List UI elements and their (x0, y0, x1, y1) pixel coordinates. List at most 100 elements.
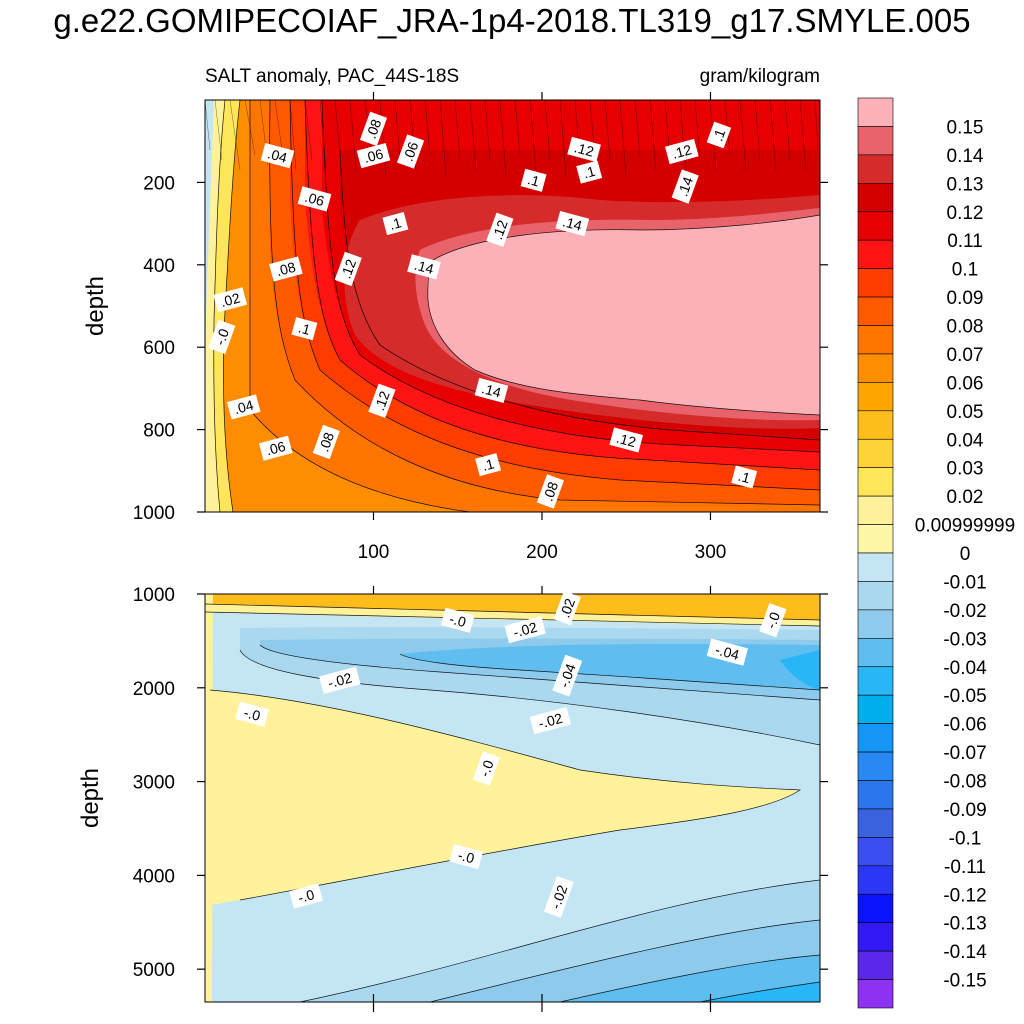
colorbar-level-label: -0.14 (943, 942, 987, 963)
bottom-contour-label-text: -.0 (476, 758, 497, 779)
top-contour-label: .08 (312, 424, 340, 460)
top-contour-label-text: .04 (232, 397, 255, 418)
top-contour-label-box (731, 465, 758, 489)
colorbar-swatch (857, 979, 894, 1009)
top-contour-label: .1 (706, 121, 732, 149)
bottom-frame (204, 593, 821, 1003)
top-contour-label-box (407, 254, 441, 280)
top-contour-label: .12 (486, 212, 514, 247)
top-contour-label: .08 (536, 474, 564, 509)
colorbar-level-label: 0 (960, 544, 971, 565)
top-contour-label-box (334, 251, 362, 287)
top-contour-label: .04 (226, 394, 261, 420)
colorbar-level-label: 0.07 (947, 345, 984, 366)
top-contour-label: .1 (520, 168, 547, 192)
colorbar-level-label: 0.1 (952, 260, 978, 281)
top-contour-label: .14 (407, 254, 441, 280)
bottom-contour-label-text: -.04 (556, 661, 579, 689)
top-contour-label-box (213, 287, 248, 313)
bottom-contour-fill (205, 594, 820, 1002)
top-contour-label: .04 (260, 143, 295, 169)
bottom-y-tick-label: 3000 (133, 773, 175, 794)
top-contour-label: .12 (368, 383, 396, 418)
bottom-contour-label-text: -.0 (456, 847, 476, 867)
top-contour-label-box (208, 319, 236, 355)
bottom-contour-label-text: .02 (556, 596, 578, 620)
colorbar-swatch (857, 666, 894, 696)
colorbar-swatch (857, 609, 894, 639)
colorbar-level-label: 0.12 (947, 203, 984, 224)
fill-neg-zero-tongue (210, 690, 800, 905)
bottom-contour-label-text: -.02 (547, 883, 570, 911)
top-contour-label-box (258, 435, 293, 461)
bottom-y-tick-label: 2000 (133, 679, 175, 700)
top-contour-label: .06 (356, 143, 391, 169)
colorbar-swatch (857, 353, 894, 383)
bottom-contour-label: -.0 (759, 603, 787, 638)
colorbar-level-label: -0.06 (943, 715, 986, 736)
top-contour-label-box (291, 317, 318, 341)
colorbar-level-label: -0.15 (943, 971, 986, 992)
top-contour-label-text: .1 (388, 214, 404, 233)
colorbar-swatch (857, 865, 894, 895)
fill-0-15 (427, 215, 820, 415)
colorbar-swatch (857, 723, 894, 753)
top-contour-label-box (312, 424, 340, 460)
top-contour-label-text: .12 (573, 139, 596, 160)
top-contour-label-box (356, 143, 391, 169)
top-contour-label-text: .08 (540, 479, 562, 503)
bottom-contour-label: -.02 (529, 707, 572, 735)
top-contour-label-box (226, 394, 261, 420)
top-contour-label: .14 (555, 211, 590, 237)
bottom-contour-label-box (319, 666, 361, 694)
top-contour-label-text: .14 (480, 380, 503, 401)
top-contour-label-box (269, 256, 303, 282)
bottom-contour-label: -.02 (319, 666, 361, 694)
bottom-contour-label-text: -.02 (537, 710, 565, 732)
bottom-contour-label-box (235, 701, 269, 727)
top-contour-label: -.0 (208, 319, 236, 355)
top-contour-label-text: .1 (297, 319, 313, 338)
colorbar-swatch (857, 211, 894, 241)
colorbar-swatch (857, 638, 894, 668)
colorbar-level-label: 0.09 (947, 288, 984, 309)
top-contour-label: .1 (731, 465, 758, 489)
top-contour-label-box (665, 138, 699, 165)
colorbar-level-label: 0.13 (947, 174, 984, 195)
colorbar-level-label: 0.02 (947, 487, 984, 508)
top-panel: SALT anomaly, PAC_44S-18S gram/kilogram (82, 66, 828, 563)
top-contour-label-text: .04 (266, 145, 289, 166)
bottom-y-tick-label: 1000 (133, 585, 175, 606)
top-contour-label-box (368, 383, 396, 418)
fill-neg-0-04-deep (700, 982, 820, 1002)
bottom-contour-label: -.0 (472, 751, 500, 786)
bottom-contour-label: -.02 (504, 616, 546, 644)
top-contour-label: .1 (291, 317, 318, 341)
top-contour-label-box (486, 212, 514, 247)
top-x-axis: 100 200 300 (358, 92, 726, 563)
top-contour-label-box (474, 377, 509, 404)
bottom-contour-label-box (759, 603, 787, 638)
colorbar-swatch (857, 922, 894, 952)
bottom-x-axis (372, 586, 712, 1012)
top-contour-label-text: .14 (413, 257, 436, 278)
colorbar-swatch (857, 552, 894, 582)
bottom-contour-label-text: -.0 (296, 886, 316, 906)
colorbar-swatch (857, 296, 894, 326)
bottom-contour-label-text: -.02 (326, 669, 354, 691)
colorbar-level-label: -0.03 (943, 629, 986, 650)
top-contour-label: .08 (359, 111, 388, 147)
bottom-panel: 1000 2000 3000 4000 5000 .02 -.0 -.02 -.0 -.04 -.… (77, 585, 828, 1012)
top-contour-label: .1 (576, 160, 603, 184)
top-contour-label-box (576, 160, 603, 184)
colorbar-level-label: 0.14 (947, 146, 984, 167)
bottom-contour-label-box (553, 590, 581, 626)
top-contour-fill (205, 100, 820, 512)
bottom-contour-label-text: -.0 (242, 704, 262, 724)
colorbar-swatch (857, 154, 894, 184)
bottom-contour-label-text: -.02 (511, 619, 539, 641)
colorbar-level-label: -0.02 (943, 601, 986, 622)
bottom-contour-label: -.0 (440, 607, 475, 633)
top-subtitle-right: gram/kilogram (700, 66, 820, 87)
top-contour-label-text: .1 (480, 455, 496, 474)
